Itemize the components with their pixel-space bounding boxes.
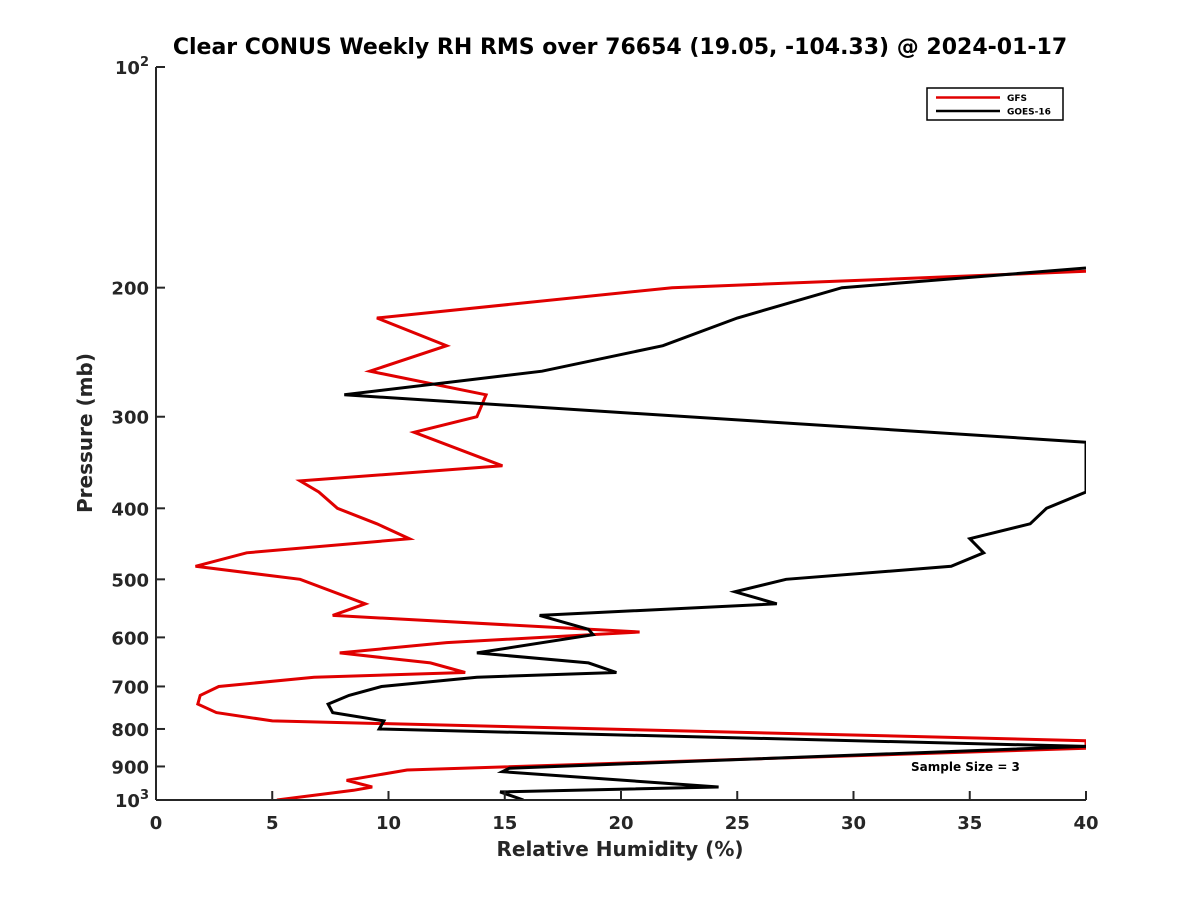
y-tick-label: 900 — [111, 757, 149, 778]
x-tick-label: 20 — [608, 813, 633, 834]
y-tick-label-bottom: 103 — [115, 788, 149, 812]
sample-size-annotation: Sample Size = 3 — [911, 760, 1020, 774]
x-axis-label: Relative Humidity (%) — [496, 837, 743, 861]
x-tick-label: 25 — [725, 813, 750, 834]
y-tick-label: 600 — [111, 628, 149, 649]
y-axis-label: Pressure (mb) — [73, 353, 97, 513]
y-tick-label: 400 — [111, 499, 149, 520]
y-tick-label: 500 — [111, 570, 149, 591]
chart-title: Clear CONUS Weekly RH RMS over 76654 (19… — [173, 35, 1067, 60]
x-tick-label: 10 — [376, 813, 401, 834]
series-line-goes-16 — [325, 266, 1086, 800]
legend-label-goes16: GOES-16 — [1007, 108, 1051, 118]
x-tick-label: 15 — [492, 813, 517, 834]
y-tick-label: 300 — [111, 408, 149, 429]
x-tick-label: 0 — [150, 813, 163, 834]
series-line-gfs — [195, 269, 1086, 800]
y-tick-label: 700 — [111, 677, 149, 698]
legend-box — [926, 87, 1064, 121]
x-tick-label: 30 — [841, 813, 866, 834]
x-tick-label: 35 — [957, 813, 982, 834]
plot-area: 0 5 10 15 20 25 30 35 40 200 300 400 500 600 700 800 900… — [111, 55, 1098, 834]
legend-label-gfs: GFS — [1007, 94, 1027, 104]
x-tick-label: 40 — [1073, 813, 1098, 834]
legend: GFS GOES-16 — [926, 87, 1064, 121]
y-tick-label: 200 — [111, 279, 149, 300]
x-tick-label: 5 — [266, 813, 279, 834]
y-tick-label-top: 102 — [115, 55, 149, 79]
y-tick-label: 800 — [111, 720, 149, 741]
